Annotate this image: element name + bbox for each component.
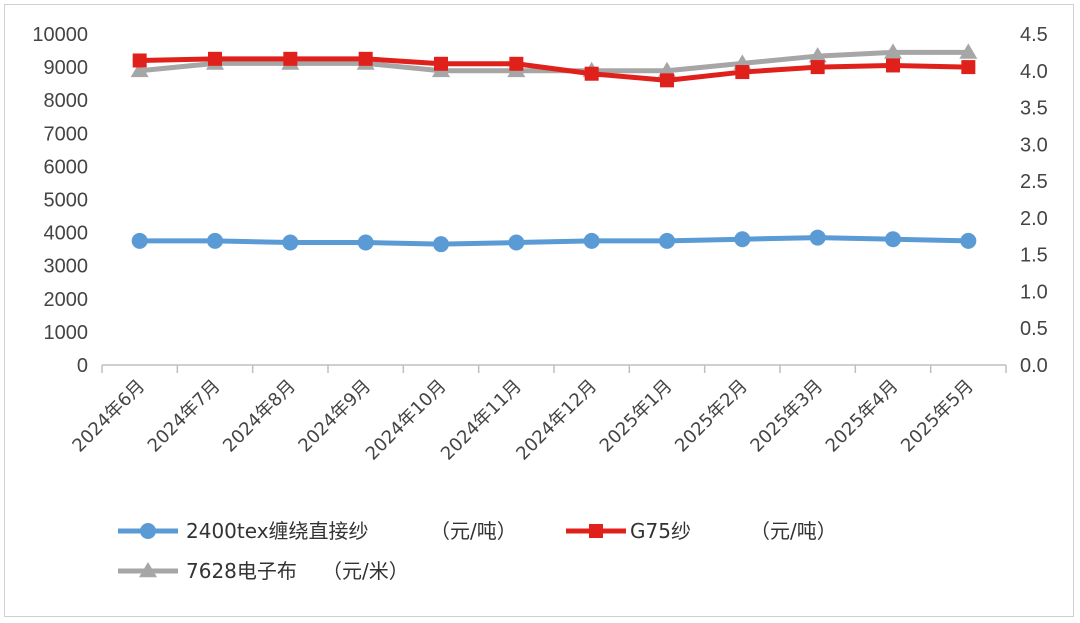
series-1 — [131, 229, 977, 253]
data-point — [357, 234, 374, 251]
left-tick-label: 10000 — [32, 24, 88, 46]
data-point — [960, 232, 977, 249]
data-point — [283, 51, 298, 66]
left-tick-label: 5000 — [44, 190, 89, 212]
data-point — [508, 234, 525, 251]
right-tick-label: 0.5 — [1020, 318, 1048, 340]
series-line — [139, 56, 969, 83]
data-point — [886, 58, 900, 73]
data-point — [434, 56, 448, 71]
legend-label: 7628电子布 — [186, 559, 297, 583]
right-tick-label: 4.0 — [1020, 61, 1048, 83]
data-point — [132, 53, 147, 68]
data-point — [885, 231, 901, 248]
legend-item-2: G75纱 （元/吨） — [566, 519, 837, 543]
right-tick-label: 1.5 — [1020, 245, 1048, 267]
data-point — [282, 234, 299, 251]
data-point — [131, 232, 148, 249]
data-point — [959, 43, 978, 59]
data-point — [961, 60, 976, 75]
left-tick-label: 7000 — [44, 123, 89, 145]
right-tick-label: 2.5 — [1020, 171, 1048, 193]
right-tick-label: 1.0 — [1020, 281, 1048, 303]
data-point — [140, 523, 156, 539]
legend-item-3: 7628电子布 （元/米） — [118, 559, 409, 583]
data-point — [589, 524, 603, 538]
right-tick-label: 3.0 — [1020, 134, 1048, 156]
data-point — [358, 51, 373, 66]
left-tick-label: 1000 — [44, 322, 89, 344]
x-tick-label: 2024年6月 — [68, 376, 149, 457]
series-line — [139, 235, 969, 247]
right-tick-label: 3.5 — [1020, 98, 1048, 120]
left-tick-label: 4000 — [44, 223, 89, 245]
x-axis-ticks — [101, 365, 1007, 373]
legend-unit: （元/吨） — [430, 519, 517, 543]
x-tick-label: 2025年3月 — [746, 376, 827, 457]
left-tick-label: 6000 — [44, 156, 89, 178]
legend-item-1: 2400tex缠绕直接纱 （元/吨） — [118, 519, 517, 543]
data-point — [808, 47, 827, 63]
x-tick-label: 2025年2月 — [671, 376, 752, 457]
data-point — [208, 51, 222, 66]
data-point — [884, 43, 902, 59]
legend-label: G75纱 — [630, 519, 691, 543]
data-point — [207, 232, 223, 249]
right-tick-label: 0.0 — [1020, 355, 1048, 377]
chart-frame — [4, 4, 1074, 617]
legend: 2400tex缠绕直接纱 （元/吨） G75纱 （元/吨） 7628电子布 （元/米） — [118, 519, 837, 583]
legend-label: 2400tex缠绕直接纱 — [186, 519, 369, 543]
x-tick-label: 2024年12月 — [512, 376, 601, 465]
data-point — [734, 231, 751, 248]
right-axis-ticks: 0.0 0.5 1.0 1.5 2.0 2.5 3.0 3.5 4.0 4.5 — [1020, 24, 1048, 377]
data-point — [659, 232, 675, 249]
x-tick-label: 2025年5月 — [897, 376, 978, 457]
data-point — [139, 562, 157, 578]
data-point — [660, 73, 674, 88]
right-tick-label: 2.0 — [1020, 208, 1048, 230]
x-tick-label: 2024年9月 — [294, 376, 375, 457]
left-tick-label: 8000 — [44, 90, 89, 112]
data-point — [433, 236, 449, 253]
series-2 — [132, 51, 976, 88]
left-axis-ticks: 0 1000 2000 3000 4000 5000 6000 7000 8000 9000 100… — [32, 24, 88, 377]
x-axis-labels: 2024年6月2024年7月2024年8月2024年9月2024年10月2024… — [68, 376, 977, 465]
x-tick-label: 2024年7月 — [144, 376, 225, 457]
series-group — [130, 43, 978, 253]
x-tick-label: 2024年8月 — [219, 376, 300, 457]
data-point — [810, 60, 825, 75]
left-tick-label: 3000 — [44, 256, 89, 278]
right-tick-label: 4.5 — [1020, 24, 1048, 46]
data-point — [584, 66, 599, 81]
data-point — [509, 56, 524, 71]
data-point — [735, 65, 750, 80]
legend-unit: （元/米） — [322, 559, 409, 583]
legend-unit: （元/吨） — [750, 519, 837, 543]
left-tick-label: 0 — [77, 355, 88, 377]
x-tick-label: 2025年4月 — [822, 376, 903, 457]
data-point — [658, 61, 676, 78]
left-tick-label: 2000 — [44, 289, 89, 311]
data-point — [809, 229, 826, 246]
data-point — [130, 61, 149, 78]
left-tick-label: 9000 — [44, 57, 89, 79]
data-point — [583, 232, 600, 249]
x-tick-label: 2025年1月 — [596, 376, 677, 457]
